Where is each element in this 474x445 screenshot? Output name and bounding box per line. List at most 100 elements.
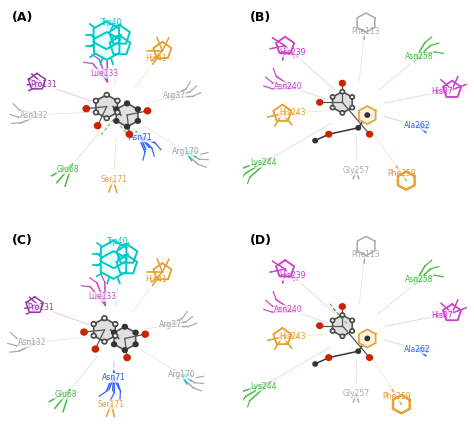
Circle shape (113, 333, 118, 338)
Text: Phe259: Phe259 (387, 169, 416, 178)
Circle shape (340, 89, 345, 94)
Polygon shape (93, 21, 119, 49)
Circle shape (326, 131, 332, 137)
Circle shape (330, 329, 335, 333)
Circle shape (126, 131, 133, 137)
Text: Asn71: Asn71 (101, 373, 126, 382)
Circle shape (113, 322, 117, 326)
Circle shape (366, 131, 373, 137)
Text: Phe113: Phe113 (351, 250, 379, 259)
Circle shape (83, 106, 90, 112)
Circle shape (330, 105, 335, 110)
Circle shape (111, 330, 117, 335)
Circle shape (350, 95, 355, 99)
Text: Lue133: Lue133 (88, 292, 116, 301)
Circle shape (365, 113, 370, 117)
Circle shape (81, 329, 87, 335)
Text: Asn258: Asn258 (405, 52, 434, 61)
Text: (C): (C) (11, 234, 32, 247)
Text: (B): (B) (249, 11, 271, 24)
Text: Arg170: Arg170 (168, 370, 195, 379)
Circle shape (113, 322, 118, 327)
Text: Lys244: Lys244 (250, 158, 276, 167)
Circle shape (144, 108, 151, 114)
Circle shape (125, 101, 129, 106)
Circle shape (133, 330, 138, 335)
Text: Arg37: Arg37 (159, 320, 182, 329)
Circle shape (91, 322, 96, 327)
Text: Arg170: Arg170 (168, 370, 195, 379)
Text: Ser171: Ser171 (100, 175, 127, 185)
Polygon shape (96, 95, 118, 118)
Circle shape (102, 316, 107, 320)
Text: His41: His41 (146, 275, 167, 284)
Circle shape (331, 95, 334, 99)
Circle shape (327, 356, 331, 360)
Circle shape (330, 95, 335, 99)
Circle shape (365, 336, 370, 340)
Circle shape (122, 324, 128, 329)
Text: Ala262: Ala262 (404, 344, 430, 354)
Circle shape (102, 340, 107, 344)
Text: Asn71: Asn71 (129, 133, 153, 142)
Circle shape (339, 304, 346, 309)
Text: Asn71: Asn71 (129, 133, 153, 142)
Circle shape (340, 334, 345, 339)
Circle shape (122, 348, 128, 352)
Circle shape (125, 125, 129, 129)
Text: Asn132: Asn132 (18, 338, 46, 347)
Circle shape (115, 98, 120, 103)
Circle shape (115, 110, 120, 115)
Circle shape (350, 329, 355, 333)
Text: His87: His87 (431, 311, 453, 320)
Circle shape (94, 123, 101, 129)
Circle shape (136, 118, 140, 123)
Text: Asn240: Asn240 (273, 305, 302, 314)
Text: His239: His239 (279, 271, 306, 280)
Polygon shape (94, 32, 119, 60)
Circle shape (91, 333, 96, 338)
Circle shape (116, 110, 119, 114)
Text: Pro131: Pro131 (27, 303, 55, 312)
Polygon shape (114, 327, 136, 350)
Circle shape (104, 93, 109, 97)
Text: Arg170: Arg170 (172, 147, 200, 156)
Circle shape (105, 93, 109, 97)
Circle shape (340, 313, 345, 317)
Circle shape (114, 118, 119, 123)
Text: Lys244: Lys244 (250, 382, 276, 391)
Text: Glu68: Glu68 (55, 390, 77, 399)
Text: Phe113: Phe113 (351, 27, 379, 36)
Circle shape (102, 316, 107, 320)
Circle shape (94, 110, 98, 114)
Text: Asn71: Asn71 (101, 373, 126, 382)
Text: Lue133: Lue133 (91, 69, 118, 78)
Circle shape (331, 106, 334, 109)
Text: His87: His87 (431, 311, 453, 320)
Circle shape (105, 116, 109, 120)
Text: His243: His243 (279, 332, 306, 341)
Text: His243: His243 (279, 109, 306, 117)
Circle shape (317, 323, 323, 328)
Polygon shape (116, 103, 138, 127)
Text: His239: His239 (279, 48, 306, 57)
Text: His41: His41 (146, 54, 167, 63)
Circle shape (91, 334, 96, 338)
Text: Pro131: Pro131 (30, 80, 56, 89)
Circle shape (313, 362, 318, 366)
Text: Asn258: Asn258 (405, 275, 434, 284)
Text: Trp40: Trp40 (100, 35, 122, 44)
Circle shape (113, 334, 117, 338)
Circle shape (93, 110, 99, 115)
Text: Gly257: Gly257 (342, 166, 370, 175)
Circle shape (330, 318, 335, 323)
Text: Asn240: Asn240 (273, 82, 302, 91)
Circle shape (124, 355, 130, 360)
Circle shape (133, 342, 138, 347)
Circle shape (93, 98, 99, 103)
Circle shape (136, 107, 140, 112)
Polygon shape (359, 329, 375, 348)
Circle shape (104, 116, 109, 121)
Text: Phe259: Phe259 (383, 392, 411, 401)
Text: Gly257: Gly257 (342, 389, 370, 398)
